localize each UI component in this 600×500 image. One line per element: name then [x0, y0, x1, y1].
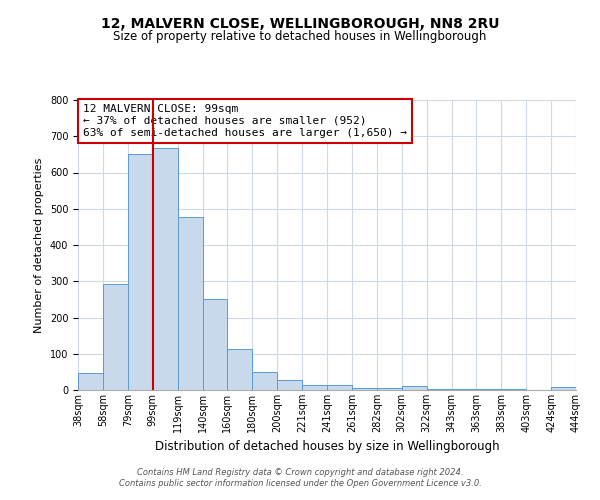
Bar — [502, 389, 526, 390]
Bar — [452, 389, 476, 390]
Bar — [476, 389, 502, 390]
Bar — [227, 349, 253, 390]
Y-axis label: Number of detached properties: Number of detached properties — [34, 158, 44, 332]
Bar — [327, 386, 352, 390]
Text: 12 MALVERN CLOSE: 99sqm
← 37% of detached houses are smaller (952)
63% of semi-d: 12 MALVERN CLOSE: 99sqm ← 37% of detache… — [83, 104, 407, 138]
Bar — [427, 389, 452, 390]
Bar — [377, 388, 402, 390]
Bar — [402, 386, 427, 390]
Bar — [78, 373, 103, 390]
Bar — [203, 298, 227, 390]
Bar — [551, 387, 576, 390]
Bar — [178, 216, 203, 390]
Bar — [352, 388, 377, 390]
Bar — [103, 284, 128, 390]
Bar — [128, 154, 153, 390]
Bar — [302, 384, 327, 390]
Text: Size of property relative to detached houses in Wellingborough: Size of property relative to detached ho… — [113, 30, 487, 43]
Text: 12, MALVERN CLOSE, WELLINGBOROUGH, NN8 2RU: 12, MALVERN CLOSE, WELLINGBOROUGH, NN8 2… — [101, 18, 499, 32]
Bar — [253, 372, 277, 390]
Bar — [152, 148, 178, 390]
X-axis label: Distribution of detached houses by size in Wellingborough: Distribution of detached houses by size … — [155, 440, 499, 454]
Text: Contains HM Land Registry data © Crown copyright and database right 2024.
Contai: Contains HM Land Registry data © Crown c… — [119, 468, 481, 487]
Bar — [277, 380, 302, 390]
